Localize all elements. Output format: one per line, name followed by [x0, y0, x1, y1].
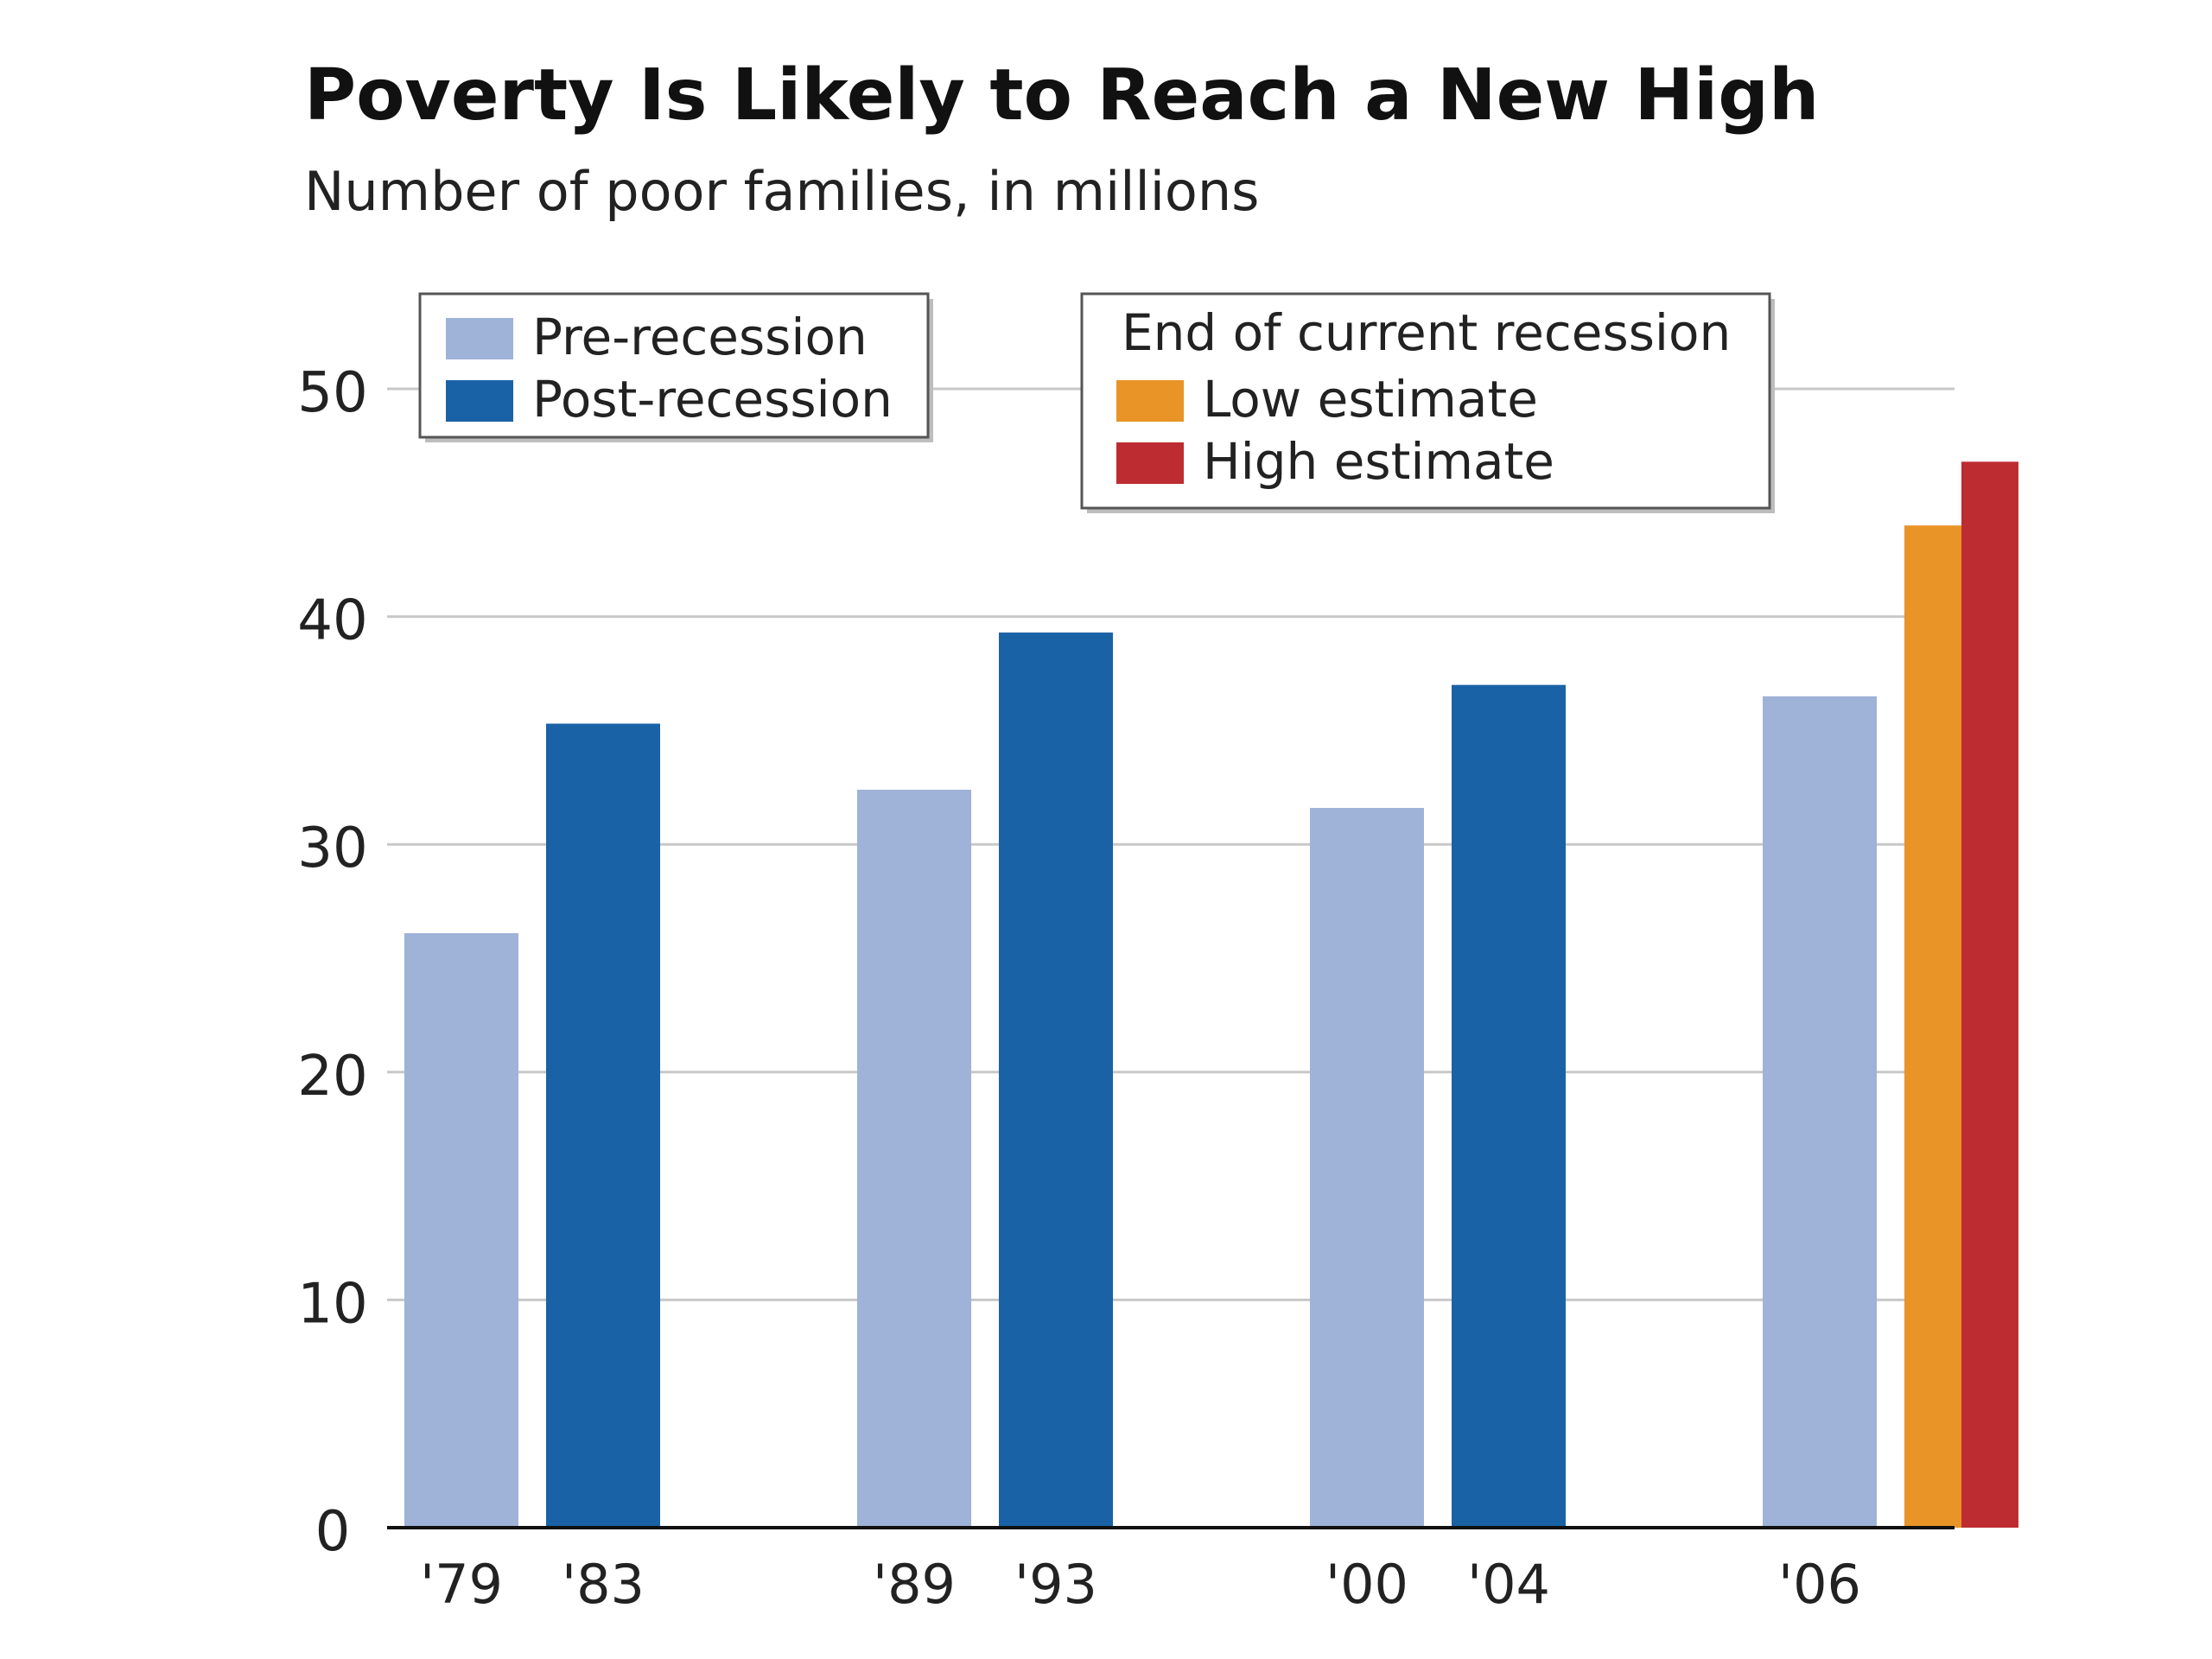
- bar-83: [546, 723, 660, 1528]
- x-tick-label: '06: [1778, 1553, 1861, 1616]
- x-axis: '79 '83 '89 '93 '00 '04 '06: [387, 1526, 1955, 1616]
- legend-swatch: [1116, 442, 1184, 484]
- legend-heading: End of current recession: [1122, 303, 1731, 362]
- y-tick-label: 10: [297, 1272, 367, 1336]
- bar-high-estimate: [1961, 461, 2018, 1528]
- legend-label: Post-recession: [532, 370, 893, 429]
- legend-swatch: [446, 380, 513, 422]
- bar-00: [1310, 808, 1424, 1528]
- x-tick-label: '04: [1467, 1553, 1550, 1616]
- legend-2: End of current recession Low estimateHigh…: [1080, 292, 1775, 513]
- bar-low-estimate: [1904, 525, 1961, 1529]
- x-tick-label: '93: [1014, 1553, 1097, 1616]
- y-tick-label: 0: [315, 1500, 351, 1564]
- x-tick-label: '00: [1325, 1553, 1408, 1616]
- y-tick-label: 30: [297, 817, 367, 880]
- bar-04: [1452, 684, 1566, 1528]
- x-tick-label: '79: [420, 1553, 503, 1616]
- chart-subtitle: Number of poor families, in millions: [304, 160, 1259, 223]
- bar-89: [857, 789, 971, 1528]
- legend-label: High estimate: [1203, 432, 1554, 491]
- legend-box: [1080, 292, 1771, 510]
- bar-93: [999, 632, 1113, 1528]
- bar-06: [1763, 696, 1877, 1528]
- legend-swatch: [446, 318, 513, 359]
- chart-title: Poverty Is Likely to Reach a New High: [304, 54, 1819, 137]
- legend-swatch: [1116, 380, 1184, 422]
- y-tick-label: 20: [297, 1045, 367, 1109]
- legend-label: Pre-recession: [532, 308, 868, 366]
- bars: [404, 461, 2018, 1529]
- x-tick-label: '83: [562, 1553, 645, 1616]
- y-tick-label: 40: [297, 589, 367, 653]
- y-axis: 0 10 20 30 40 50: [297, 361, 367, 1564]
- bar-79: [404, 933, 518, 1528]
- y-tick-label: 50: [297, 361, 367, 425]
- legend-label: Low estimate: [1203, 370, 1538, 429]
- x-tick-label: '89: [873, 1553, 956, 1616]
